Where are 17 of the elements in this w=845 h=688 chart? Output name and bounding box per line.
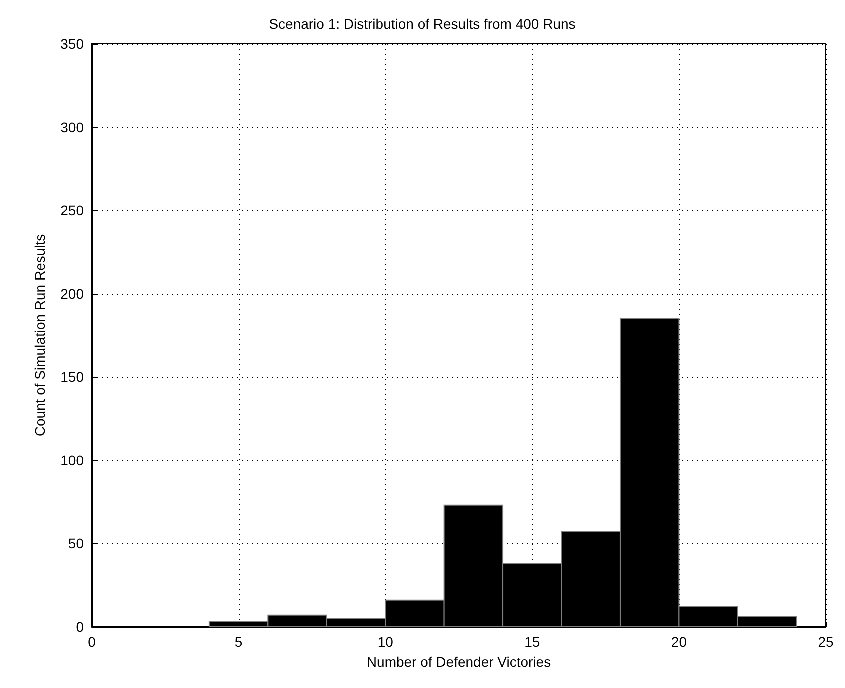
y-tick-label: 200 bbox=[60, 286, 84, 302]
x-tick-label: 0 bbox=[88, 634, 96, 650]
y-tick-label: 300 bbox=[60, 119, 84, 136]
chart-title: Scenario 1: Distribution of Results from 400 Runs bbox=[269, 16, 576, 32]
x-tick-label: 5 bbox=[234, 634, 243, 650]
y-tick-label: 0 bbox=[76, 619, 84, 635]
y-tick-label: 50 bbox=[68, 536, 84, 552]
y-tick-label: 250 bbox=[60, 202, 84, 219]
y-axis-title: Count of Simulation Run Results bbox=[32, 234, 48, 437]
x-tick-label: 15 bbox=[524, 634, 540, 650]
x-tick-label: 10 bbox=[378, 634, 394, 650]
x-tick-label: 20 bbox=[671, 634, 688, 650]
y-tick-label: 350 bbox=[60, 36, 84, 52]
x-axis-title: Number of Defender Victories bbox=[366, 654, 552, 670]
y-tick-label: 100 bbox=[60, 452, 84, 468]
x-tick-label: 25 bbox=[818, 634, 834, 650]
y-tick-label: 150 bbox=[60, 369, 84, 386]
